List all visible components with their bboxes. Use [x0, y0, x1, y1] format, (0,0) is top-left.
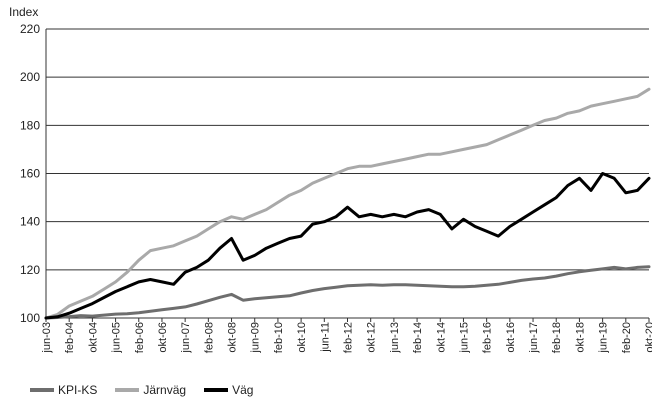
x-tick-label-jun-11: jun-11	[319, 322, 331, 353]
x-tick-label-feb-20: feb-20	[621, 322, 633, 353]
x-tick-label-jun-07: jun-07	[180, 322, 192, 354]
legend-label-vag: Väg	[232, 383, 254, 397]
y-tick-label-160: 160	[20, 167, 40, 181]
x-tick-label-feb-08: feb-08	[203, 322, 215, 353]
y-tick-label-100: 100	[20, 311, 40, 325]
x-tick-label-jun-05: jun-05	[111, 322, 123, 354]
series-line-v-g	[44, 172, 651, 320]
y-axis-title: Index	[9, 5, 38, 19]
x-tick-label-okt-06: okt-06	[157, 322, 169, 353]
x-tick-label-jun-09: jun-09	[250, 322, 262, 354]
x-tick-label-jun-03: jun-03	[41, 322, 53, 354]
legend-swatch-jarnvag	[115, 388, 140, 392]
x-tick-label-jun-13: jun-13	[389, 322, 401, 354]
x-tick-label-okt-16: okt-16	[505, 322, 517, 353]
legend-item-jarnvag: Järnväg	[115, 383, 186, 397]
x-tick-label-jun-15: jun-15	[458, 322, 470, 354]
x-tick-label-feb-04: feb-04	[64, 322, 76, 353]
y-tick-label-120: 120	[20, 263, 40, 277]
y-tick-label-200: 200	[20, 70, 40, 84]
x-tick-label-jun-17: jun-17	[528, 322, 540, 354]
legend-item-vag: Väg	[204, 383, 253, 397]
x-tick-label-okt-12: okt-12	[366, 322, 378, 353]
x-tick-label-feb-14: feb-14	[412, 322, 424, 353]
y-tick-label-220: 220	[20, 22, 40, 36]
x-tick-label-feb-10: feb-10	[273, 322, 285, 353]
legend-label-jarnvag: Järnväg	[143, 383, 187, 397]
legend-swatch-vag	[204, 388, 229, 392]
x-tick-label-feb-18: feb-18	[551, 322, 563, 353]
y-tick-label-180: 180	[20, 118, 40, 132]
legend-label-kpi-ks: KPI-KS	[58, 383, 98, 397]
legend-item-kpi-ks: KPI-KS	[30, 383, 97, 397]
x-tick-label-feb-06: feb-06	[134, 322, 146, 353]
x-tick-label-okt-04: okt-04	[87, 322, 99, 353]
x-tick-label-jun-19: jun-19	[598, 322, 610, 354]
x-tick-label-feb-12: feb-12	[343, 322, 355, 353]
series-line-kpi-ks	[44, 265, 651, 320]
x-tick-label-feb-16: feb-16	[482, 322, 494, 353]
legend-swatch-kpi-ks	[30, 388, 54, 392]
legend: KPI-KS Järnväg Väg	[30, 381, 253, 399]
x-tick-label-okt-10: okt-10	[296, 322, 308, 353]
x-tick-label-okt-20: okt-20	[644, 322, 652, 353]
x-tick-label-okt-18: okt-18	[574, 322, 586, 353]
x-tick-label-okt-14: okt-14	[435, 322, 447, 353]
y-tick-label-140: 140	[20, 215, 40, 229]
x-tick-label-okt-08: okt-08	[227, 322, 239, 353]
series-line-j-rnv-g	[44, 87, 651, 320]
